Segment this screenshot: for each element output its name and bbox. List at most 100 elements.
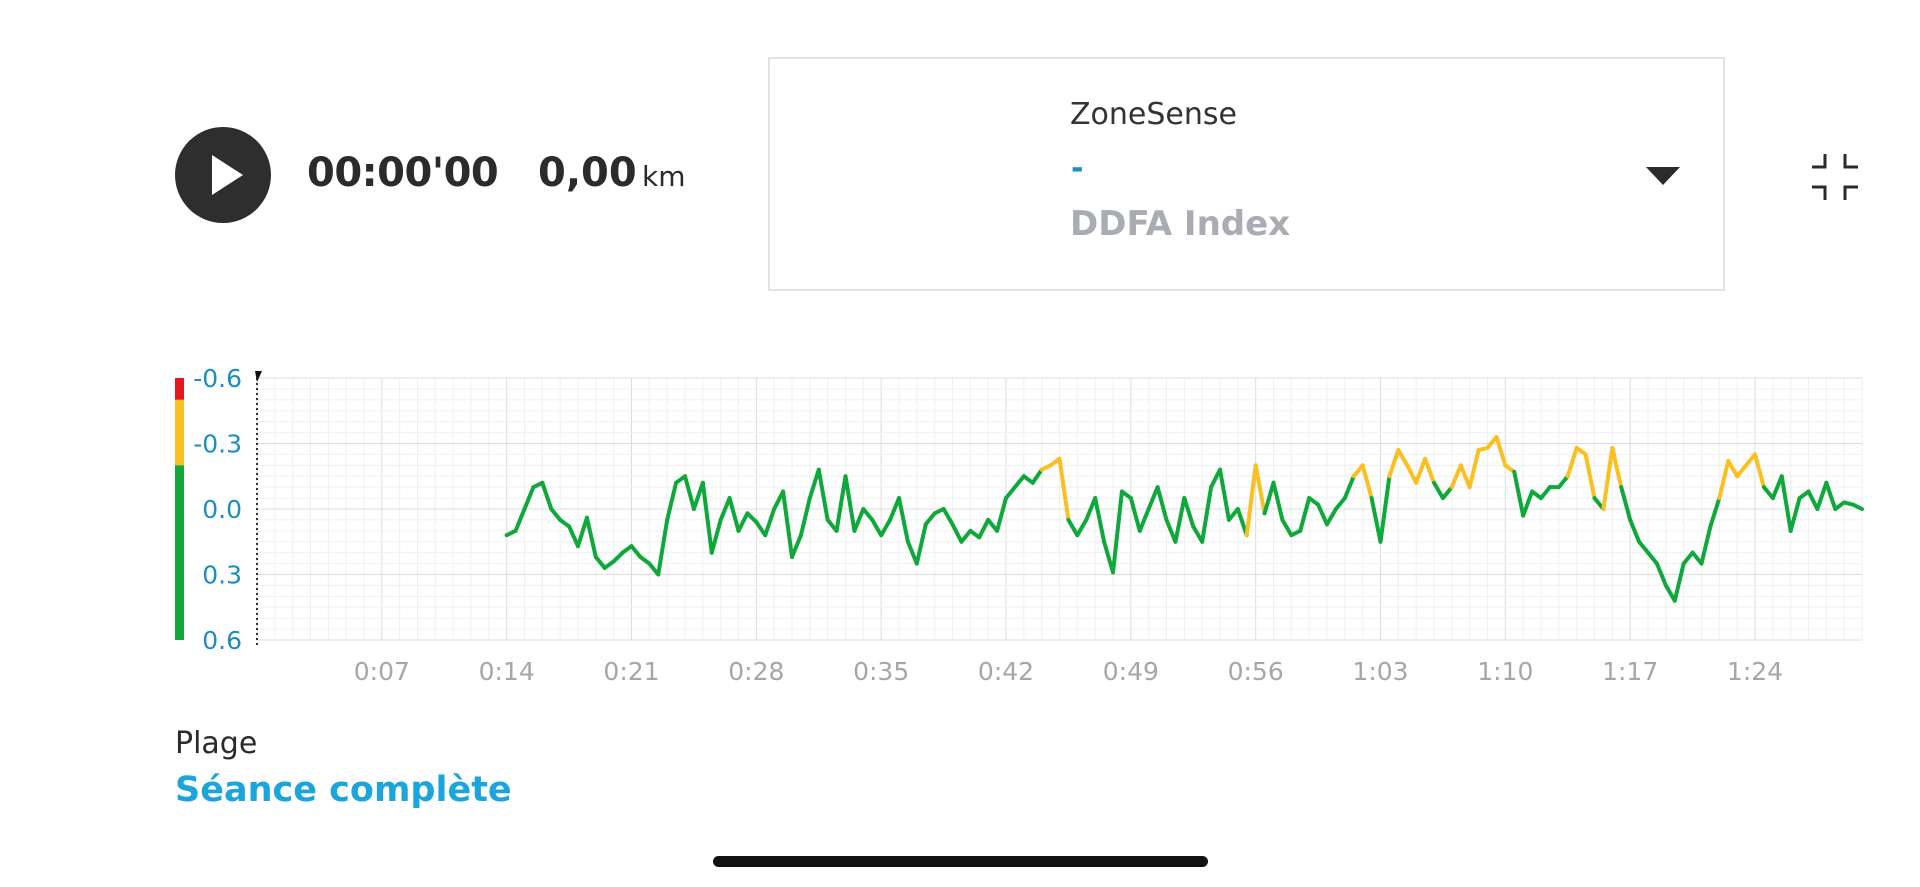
- series-segment: [905, 539, 919, 566]
- series-segment: [1699, 524, 1713, 566]
- series-segment: [1004, 485, 1017, 501]
- x-tick-label: 0:21: [603, 657, 659, 686]
- series-segment: [1467, 448, 1481, 490]
- series-segment: [1012, 474, 1026, 490]
- series-segment: [977, 517, 991, 540]
- series-segment: [798, 496, 812, 538]
- series-segment: [576, 515, 589, 549]
- home-indicator[interactable]: [713, 856, 1208, 867]
- x-tick-label: 0:28: [728, 657, 784, 686]
- series-segment: [1316, 502, 1329, 527]
- series-segment: [763, 507, 777, 538]
- series-segment: [1646, 550, 1659, 566]
- play-button[interactable]: [175, 127, 271, 223]
- series-segment: [1637, 539, 1650, 555]
- ddfa-series: [504, 434, 1864, 603]
- play-icon: [212, 155, 243, 195]
- series-segment: [1075, 517, 1089, 538]
- series-segment: [1565, 445, 1579, 479]
- series-segment: [834, 474, 848, 533]
- x-tick-label: 1:10: [1477, 657, 1533, 686]
- zonesense-chart[interactable]: -0.6-0.30.00.30.6 0:07 0:14 0:21 0:28 0:35 0:…: [0, 0, 1920, 700]
- series-segment: [1244, 463, 1258, 538]
- series-segment: [1164, 517, 1178, 544]
- series-segment: [879, 517, 893, 538]
- zone-red: [175, 378, 184, 400]
- series-segment: [1628, 517, 1642, 544]
- x-axis-labels: 0:07 0:14 0:21 0:28 0:35 0:42 0:49 0:56 1:03 1:10…: [354, 657, 1783, 686]
- series-segment: [950, 522, 964, 544]
- series-segment: [513, 507, 527, 533]
- series-segment: [1708, 496, 1722, 529]
- series-segment: [1137, 507, 1151, 533]
- chevron-down-icon[interactable]: [1646, 167, 1680, 187]
- series-segment: [683, 474, 696, 511]
- series-segment: [1271, 480, 1285, 522]
- series-segment: [1102, 539, 1115, 575]
- series-segment: [1414, 456, 1428, 485]
- series-segment: [1770, 474, 1784, 501]
- series-segment: [1432, 480, 1445, 501]
- y-tick-label: 0.3: [202, 561, 242, 590]
- series-segment: [941, 507, 955, 527]
- series-segment: [1619, 485, 1633, 522]
- series-segment: [816, 467, 830, 522]
- series-segment: [584, 515, 598, 560]
- series-segment: [1610, 445, 1624, 490]
- series-segment: [1583, 452, 1597, 501]
- series-segment: [923, 511, 937, 527]
- series-segment: [1093, 496, 1107, 544]
- series-segment: [1735, 463, 1749, 479]
- series-segment: [1806, 489, 1820, 511]
- series-segment: [888, 496, 901, 522]
- y-tick-label: -0.6: [193, 364, 242, 393]
- series-segment: [1325, 507, 1338, 527]
- series-segment: [629, 544, 643, 560]
- series-segment: [549, 507, 563, 522]
- series-segment: [1155, 485, 1169, 522]
- series-segment: [1280, 517, 1294, 538]
- series-segment: [709, 517, 723, 555]
- metric-sub-label: DDFA Index: [1070, 204, 1291, 244]
- series-segment: [1753, 452, 1766, 490]
- series-segment: [1342, 474, 1356, 501]
- distance-unit: km: [642, 160, 686, 193]
- distance-value: 0,00: [538, 150, 637, 196]
- metric-selector[interactable]: ZoneSense - DDFA Index: [768, 57, 1725, 291]
- series-segment: [995, 496, 1008, 533]
- x-tick-label: 0:56: [1228, 657, 1284, 686]
- series-segment: [1066, 517, 1080, 538]
- range-label: Plage: [175, 726, 258, 761]
- y-axis-labels: -0.6 -0.3 0.0 0.3 0.6: [193, 364, 242, 655]
- x-tick-label: 0:07: [354, 657, 410, 686]
- series-segment: [1663, 583, 1677, 603]
- x-tick-label: 0:42: [978, 657, 1034, 686]
- x-tick-label: 0:14: [479, 657, 535, 686]
- y-tick-label: 0.6: [202, 626, 242, 655]
- series-segment: [843, 474, 857, 533]
- series-segment: [1449, 463, 1463, 490]
- series-segment: [1556, 474, 1570, 490]
- collapse-icon[interactable]: [1810, 152, 1860, 202]
- series-segment: [1761, 485, 1775, 501]
- series-segment: [1824, 480, 1838, 511]
- series-segment: [852, 507, 866, 533]
- series-segment: [745, 511, 759, 525]
- series-segment: [1539, 485, 1552, 501]
- series-segment: [1405, 463, 1419, 485]
- series-segment: [1815, 480, 1829, 511]
- series-segment: [665, 480, 679, 522]
- series-segment: [1146, 485, 1160, 511]
- series-segment: [1030, 467, 1044, 485]
- cursor-marker[interactable]: [255, 371, 262, 382]
- series-segment: [611, 550, 625, 564]
- series-segment: [540, 480, 554, 511]
- series-segment: [1378, 474, 1392, 544]
- series-segment: [1726, 458, 1740, 479]
- metric-label: ZoneSense: [1070, 97, 1237, 132]
- metric-value: -: [1071, 151, 1084, 186]
- series-segment: [781, 489, 794, 560]
- series-segment: [593, 555, 607, 570]
- range-value[interactable]: Séance complète: [175, 770, 512, 810]
- series-segment: [1851, 502, 1864, 511]
